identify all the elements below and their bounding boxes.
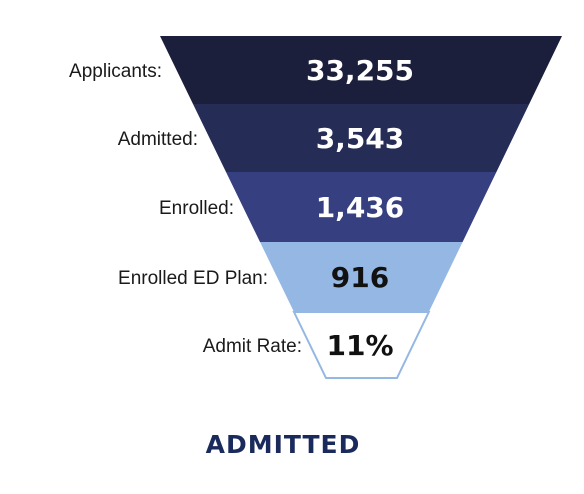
funnel-stage-value: 916 <box>331 261 389 294</box>
funnel-caption: ADMITTED <box>206 430 361 459</box>
funnel-stage-label: Enrolled ED Plan: <box>118 268 268 289</box>
funnel-segment-5 <box>292 311 431 379</box>
funnel-stage-label: Enrolled: <box>159 198 234 219</box>
funnel-stage-label: Admit Rate: <box>203 336 302 357</box>
funnel-stage-label: Applicants: <box>69 61 162 82</box>
funnel-stage-value: 33,255 <box>306 54 414 87</box>
funnel-segment-2 <box>193 104 530 172</box>
funnel-segment-4 <box>260 242 463 312</box>
funnel-segment-3 <box>226 172 497 242</box>
funnel-segment-1 <box>160 36 562 104</box>
funnel-stage-value: 1,436 <box>316 191 405 224</box>
funnel-stage-value: 3,543 <box>316 122 405 155</box>
funnel-stage-value: 11% <box>326 329 393 362</box>
funnel-stage-label: Admitted: <box>118 129 198 150</box>
